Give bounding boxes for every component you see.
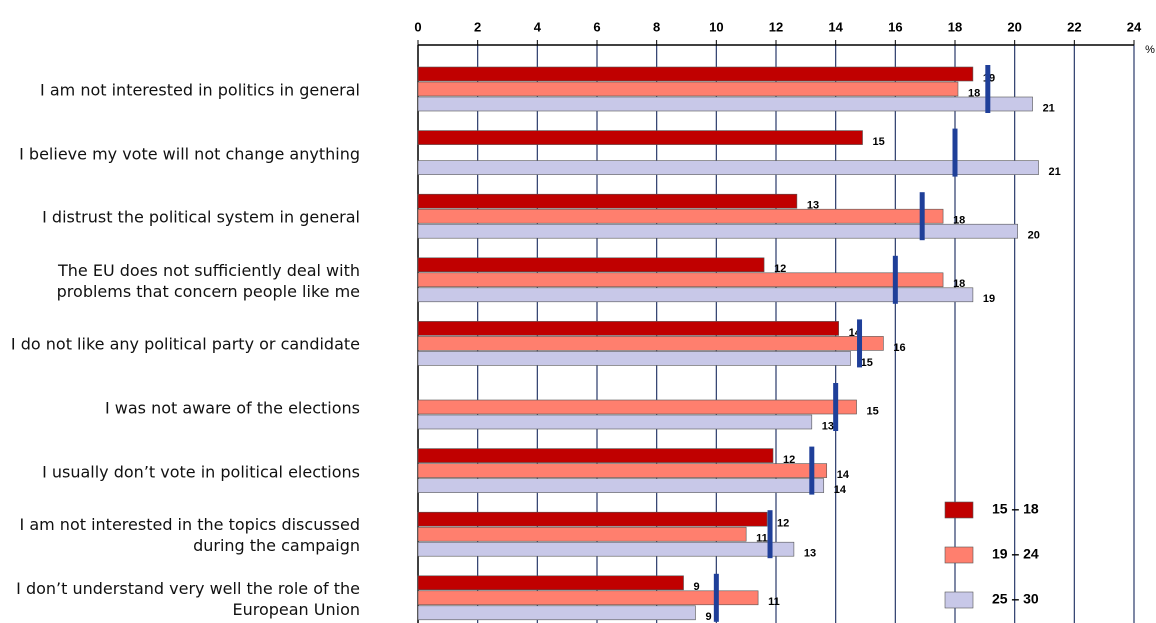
- average-marker: [952, 128, 958, 177]
- value-label: 9: [705, 611, 711, 623]
- value-label: 18: [953, 215, 965, 227]
- bar: [417, 160, 1039, 175]
- x-tick-label: 22: [1067, 19, 1081, 34]
- value-label: 15: [861, 357, 873, 369]
- value-label: 20: [1028, 230, 1040, 242]
- value-label: 21: [1049, 166, 1061, 178]
- value-label: 12: [783, 454, 795, 466]
- value-label: 13: [804, 548, 816, 560]
- category-label: I do not like any political party or can…: [10, 334, 360, 354]
- bar: [417, 66, 974, 82]
- bar: [417, 257, 765, 273]
- average-marker: [985, 65, 991, 113]
- category-label: The EU does not sufficiently deal with p…: [56, 260, 360, 301]
- value-label: 14: [837, 469, 850, 481]
- x-tick-label: 10: [709, 19, 723, 34]
- category-label: I don’t understand very well the role of…: [16, 578, 360, 619]
- average-marker: [809, 446, 815, 495]
- x-tick-label: 20: [1007, 19, 1021, 34]
- bar: [417, 414, 813, 430]
- legend-label: 15 – 18: [992, 501, 1039, 517]
- x-tick-label: 12: [769, 19, 783, 34]
- legend-label: 25 – 30: [992, 591, 1039, 607]
- value-label: 13: [822, 420, 834, 432]
- x-tick-label: 8: [653, 19, 660, 34]
- bar: [417, 399, 857, 415]
- bar: [417, 541, 795, 557]
- bar: [417, 130, 863, 145]
- bar: [417, 287, 974, 303]
- bar: [417, 81, 959, 97]
- value-label: 12: [777, 518, 789, 530]
- bar: [417, 511, 768, 527]
- value-label: 21: [1043, 102, 1055, 114]
- bar: [417, 478, 825, 493]
- value-label: 19: [983, 293, 995, 305]
- x-tick-label: 2: [474, 19, 481, 34]
- bar: [417, 448, 774, 463]
- average-marker: [833, 383, 839, 431]
- value-label: 14: [834, 484, 847, 496]
- x-tick-label: 18: [948, 19, 962, 34]
- legend-swatch: [944, 501, 974, 519]
- value-label: 11: [756, 533, 768, 545]
- value-label: 12: [774, 263, 786, 275]
- value-label: 9: [694, 581, 700, 593]
- value-label: 15: [867, 405, 879, 417]
- value-label: 11: [768, 596, 780, 608]
- x-tick-label: 24: [1127, 19, 1142, 34]
- x-tick-label: 4: [534, 19, 542, 34]
- bar: [417, 193, 798, 209]
- average-marker: [857, 319, 863, 368]
- bar: [417, 208, 944, 224]
- bar: [417, 223, 1018, 239]
- legend-swatch: [944, 546, 974, 564]
- average-marker: [767, 510, 773, 559]
- category-label: I believe my vote will not change anythi…: [19, 144, 360, 164]
- x-tick-label: 16: [888, 19, 902, 34]
- bar: [417, 590, 759, 606]
- category-label: I was not aware of the elections: [104, 398, 360, 418]
- bar: [417, 575, 684, 591]
- x-tick-label: 14: [828, 19, 843, 34]
- bar: [417, 605, 696, 621]
- value-label: 18: [953, 278, 965, 290]
- unit-label: %: [1145, 44, 1155, 56]
- bar: [417, 351, 851, 366]
- bar: [417, 321, 839, 336]
- bar: [417, 526, 747, 542]
- value-label: 16: [893, 342, 905, 354]
- category-label: I am not interested in the topics discus…: [19, 515, 360, 556]
- average-marker: [919, 192, 925, 241]
- legend-swatch: [944, 591, 974, 609]
- value-label: 15: [873, 136, 885, 148]
- bar: [417, 272, 944, 288]
- bar: [417, 336, 884, 351]
- bar: [417, 96, 1033, 112]
- x-tick-label: 0: [414, 19, 421, 34]
- average-marker: [713, 573, 719, 622]
- category-label: I am not interested in politics in gener…: [40, 80, 360, 100]
- category-label: I distrust the political system in gener…: [42, 207, 360, 227]
- value-label: 18: [968, 87, 980, 99]
- x-tick-label: 6: [593, 19, 600, 34]
- bar: [417, 463, 828, 478]
- average-marker: [892, 255, 898, 304]
- value-label: 13: [807, 200, 819, 212]
- category-label: I usually don’t vote in political electi…: [42, 462, 360, 482]
- legend-label: 19 – 24: [992, 546, 1039, 562]
